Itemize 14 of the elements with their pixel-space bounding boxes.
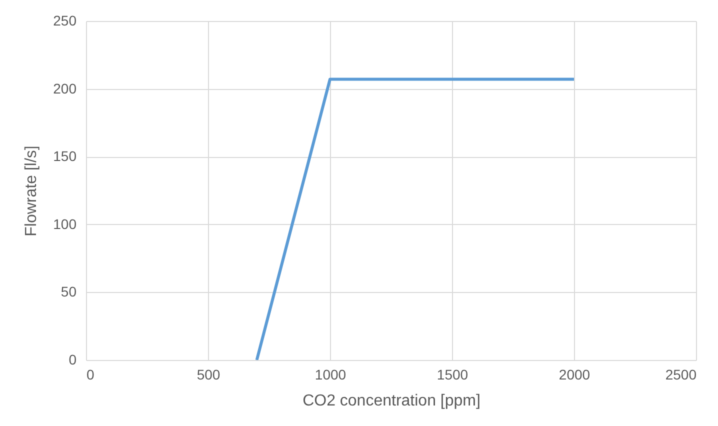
y-axis-title: Flowrate [l/s]: [23, 146, 40, 236]
x-tick-label: 1500: [436, 366, 468, 382]
x-tick-label: 0: [86, 366, 94, 382]
x-tick-label: 2500: [665, 366, 697, 382]
y-tick-label: 200: [53, 80, 77, 96]
x-axis-title: CO2 concentration [ppm]: [302, 392, 480, 410]
y-tick-label: 50: [60, 284, 77, 300]
y-tick-label: 250: [53, 12, 77, 28]
x-tick-label: 500: [196, 366, 220, 382]
y-tick-label: 0: [68, 352, 77, 368]
x-tick-label: 1000: [314, 366, 346, 382]
y-tick-label: 100: [53, 216, 77, 232]
x-tick-label: 2000: [558, 366, 590, 382]
y-tick-label: 150: [53, 148, 77, 164]
